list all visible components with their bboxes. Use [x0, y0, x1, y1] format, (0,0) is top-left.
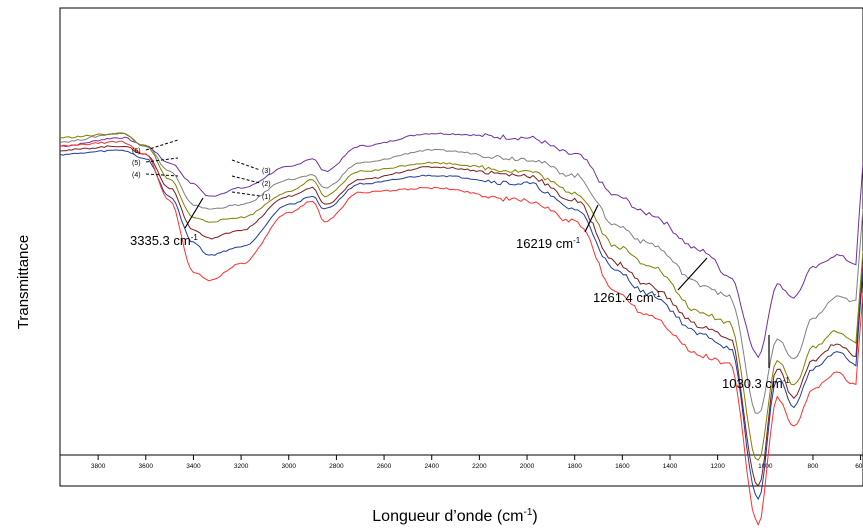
x-tick-label-3000: 3000	[282, 463, 297, 470]
x-tick-group: 3800 3600 3400 3200 3000 2800 2600 2400 2200 2000…	[91, 455, 863, 470]
x-tick-label-3600: 3600	[139, 463, 154, 470]
y-axis-label: Transmittance	[15, 235, 32, 329]
x-axis-label: Longueur d’onde (cm-1)	[372, 507, 537, 525]
x-tick-label-3800: 3800	[91, 463, 106, 470]
annotation-group: 3335.3 cm-1 16219 cm-1 1261.4 cm-1 1030.3 c…	[130, 197, 790, 391]
spectrum-series-6	[59, 140, 863, 526]
curve-label-left-3: (4)	[132, 172, 141, 179]
curve-arrow-left-1	[145, 139, 179, 151]
x-tick-label-3400: 3400	[186, 463, 201, 470]
x-tick-label-1800: 1800	[567, 463, 582, 470]
x-tick-label-2400: 2400	[424, 463, 439, 470]
annotation-leader-3	[677, 257, 708, 291]
curve-label-right-2: (2)	[262, 181, 271, 188]
spectrum-series-4	[59, 145, 863, 487]
spectrum-series-1	[59, 132, 863, 359]
x-tick-label-2600: 2600	[377, 463, 392, 470]
x-axis-label-main: Longueur d’onde (cm	[372, 508, 523, 525]
annotation-label-2: 16219 cm-1	[516, 236, 581, 251]
x-tick-label-2800: 2800	[329, 463, 344, 470]
x-tick-label-1000: 1000	[758, 463, 773, 470]
curve-label-left-1: (6)	[132, 148, 141, 155]
plot-frame	[59, 7, 863, 487]
annotation-label-1: 3335.3 cm-1	[130, 233, 198, 248]
x-tick-label-800: 800	[808, 463, 819, 470]
x-tick-label-3200: 3200	[234, 463, 249, 470]
x-tick-label-1200: 1200	[710, 463, 725, 470]
x-tick-label-2200: 2200	[472, 463, 487, 470]
x-axis-label-sup: -1	[523, 507, 532, 518]
curve-label-group: (6) (5) (4) (3) (2) (1)	[132, 139, 271, 201]
curve-label-left-2: (5)	[132, 160, 141, 167]
annotation-leader-1	[184, 197, 204, 229]
curve-arrow-left-3	[145, 173, 179, 177]
x-tick-label-600: 600	[855, 463, 863, 470]
annotation-label-4: 1030.3 cm-1	[722, 376, 790, 391]
annotation-label-3: 1261.4 cm-1	[593, 290, 661, 305]
x-tick-label-1400: 1400	[663, 463, 678, 470]
x-axis-label-end: )	[532, 508, 537, 525]
x-tick-label-2000: 2000	[520, 463, 535, 470]
curve-label-right-3: (1)	[262, 194, 271, 201]
spectrum-series-2	[59, 132, 863, 414]
x-tick-label-1600: 1600	[615, 463, 630, 470]
series-group	[59, 132, 863, 526]
spectrum-series-3	[59, 132, 863, 461]
curve-arrow-left-2	[145, 157, 179, 163]
spectrum-series-5	[59, 149, 863, 501]
annotation-leader-2	[584, 204, 599, 233]
curve-label-right-1: (3)	[262, 168, 271, 175]
